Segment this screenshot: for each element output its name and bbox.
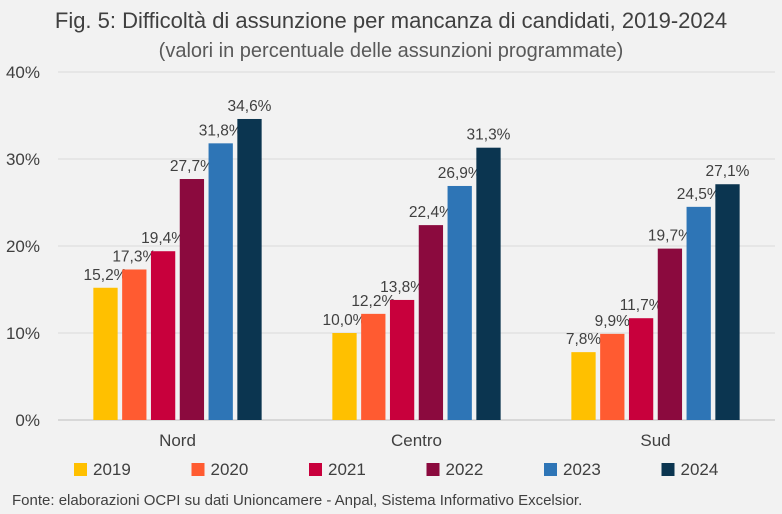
bar-nord-2021 [150,251,176,420]
legend-swatch-2020 [191,463,205,476]
legend-label: 2024 [681,460,719,479]
bar-centro-2024 [476,147,501,420]
legend-label: 2020 [211,460,249,479]
legend-swatch-2024 [661,463,675,476]
y-tick-label: 40% [6,63,40,82]
data-label: 24,5% [677,186,721,203]
bar-nord-2023 [208,143,233,420]
legend-label: 2022 [446,460,484,479]
category-label: Nord [159,431,196,450]
data-label: 26,9% [438,165,482,182]
bar-centro-2021 [389,299,415,420]
data-label: 7,8% [566,331,602,348]
data-label: 19,4% [141,230,185,247]
y-tick-label: 10% [6,324,40,343]
chart-subtitle: (valori in percentuale delle assunzioni … [158,40,624,62]
data-label: 31,3% [467,127,511,144]
bar-sud-2023 [686,206,711,420]
data-label: 15,2% [84,267,128,284]
data-label: 27,1% [706,163,750,180]
bar-nord-2022 [179,179,205,420]
legend-label: 2021 [328,460,366,479]
data-label: 27,7% [170,158,214,175]
bar-sud-2019 [571,352,596,420]
legend-swatch-2023 [544,463,557,476]
legend-label: 2019 [93,460,131,479]
bar-centro-2023 [447,185,472,420]
data-label: 22,4% [409,204,453,221]
data-label: 17,3% [112,248,156,265]
legend-swatch-2022 [426,463,440,476]
data-label: 34,6% [228,98,272,115]
chart-title: Fig. 5: Difficoltà di assunzione per man… [54,8,728,33]
legend-label: 2023 [563,460,601,479]
bar-nord-2019 [93,287,118,420]
y-tick-label: 30% [6,150,40,169]
bar-nord-2020 [122,269,147,420]
category-label: Sud [640,431,670,450]
bar-nord-2024 [237,118,262,420]
source-note: Fonte: elaborazioni OCPI su dati Unionca… [12,492,583,509]
y-tick-label: 0% [15,411,40,430]
data-label: 9,9% [595,313,631,330]
bar-centro-2019 [332,333,357,420]
data-label: 19,7% [648,228,692,245]
data-label: 11,7% [620,297,663,314]
bar-sud-2020 [600,333,625,420]
bar-sud-2024 [715,184,740,420]
data-label: 13,8% [380,279,424,296]
bar-sud-2021 [628,318,654,420]
data-label: 10,0% [323,312,367,329]
bar-sud-2022 [657,248,683,420]
data-label: 12,2% [351,293,395,310]
bar-centro-2022 [418,225,444,420]
y-tick-label: 20% [6,237,40,256]
category-label: Centro [391,431,442,450]
bar-centro-2020 [361,313,386,420]
legend-swatch-2019 [74,463,87,476]
data-label: 31,8% [199,122,243,139]
legend-swatch-2021 [309,463,322,476]
